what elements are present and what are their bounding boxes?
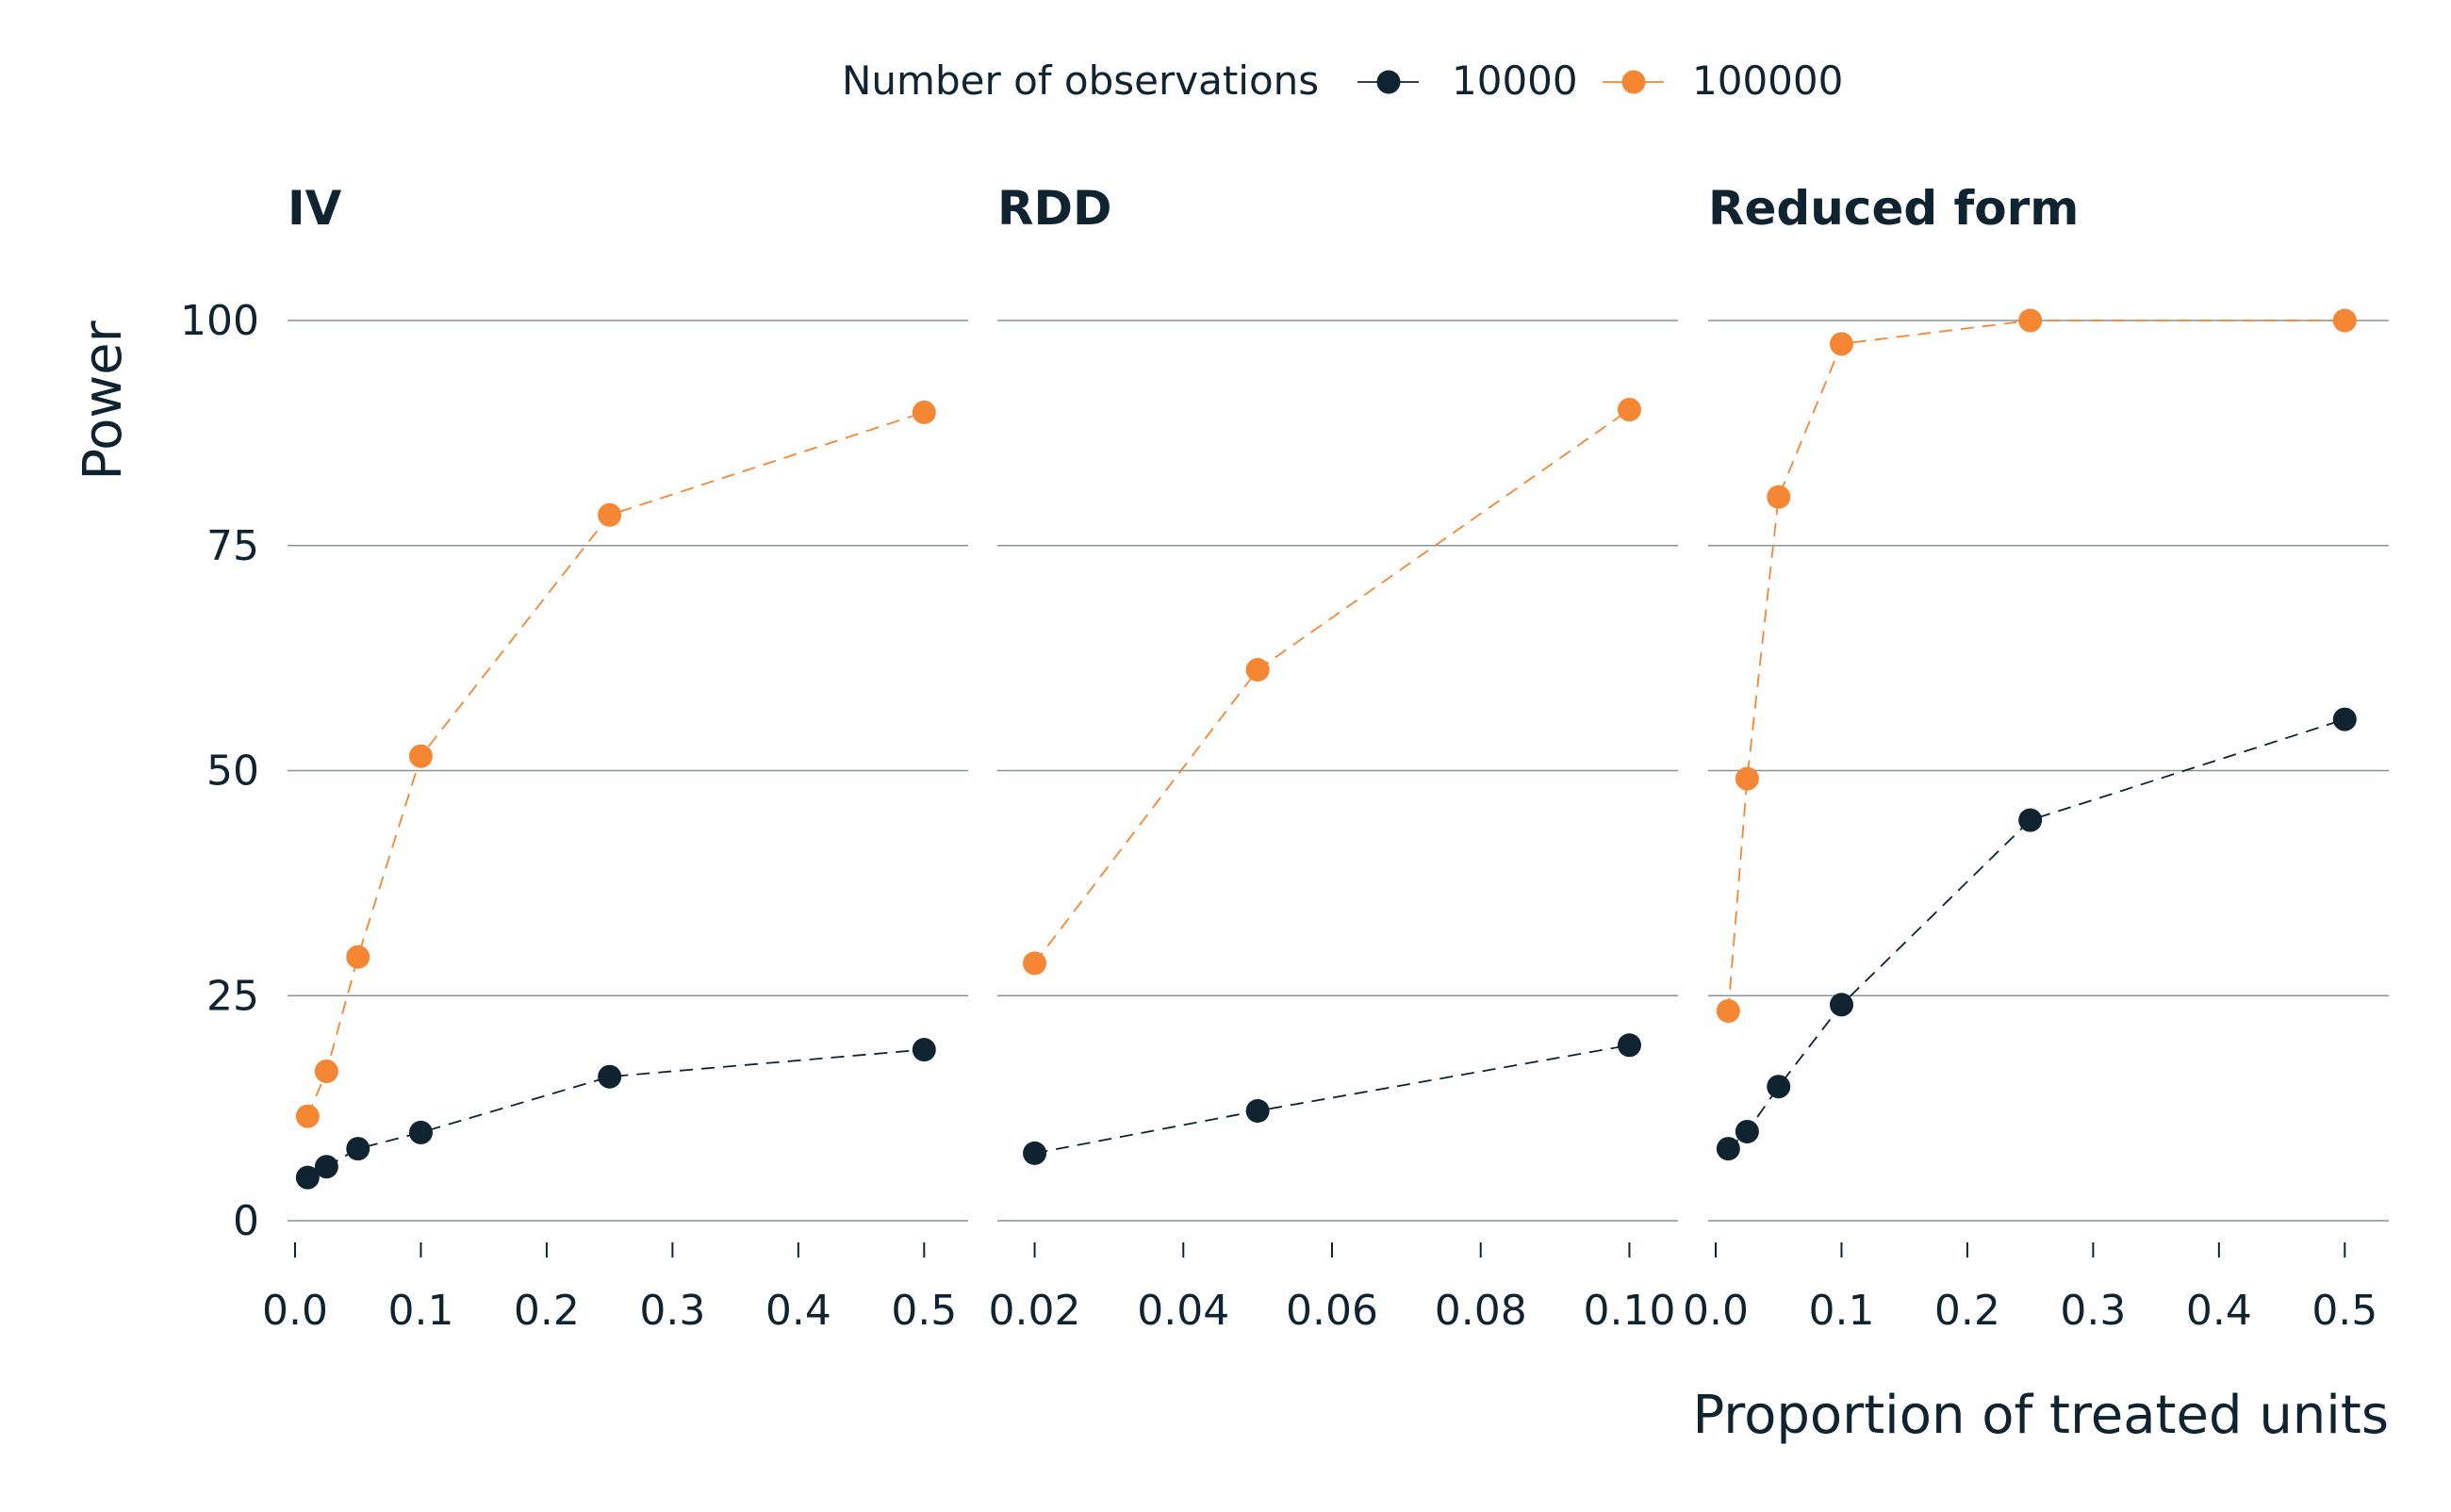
data-point-100000 [408, 744, 433, 768]
x-tick-label: 0.1 [387, 1287, 453, 1335]
y-tick-label: 50 [206, 748, 259, 796]
x-tick-label: 0.2 [514, 1287, 580, 1335]
x-tick-label: 0.4 [765, 1287, 831, 1335]
data-point-10000 [1829, 993, 1853, 1017]
data-point-100000 [2332, 308, 2357, 333]
y-tick-label: 25 [206, 972, 259, 1020]
data-point-100000 [598, 502, 622, 527]
data-point-10000 [2018, 808, 2043, 832]
legend-title: Number of observations [842, 58, 1319, 104]
data-point-10000 [295, 1165, 320, 1190]
data-point-10000 [1735, 1119, 1759, 1143]
series-line-10000 [306, 1048, 925, 1178]
y-tick-label: 100 [180, 297, 259, 345]
panel-title-reduced-form: Reduced form [1708, 181, 2079, 236]
data-point-100000 [2018, 308, 2043, 333]
x-tick-label: 0.5 [2311, 1287, 2377, 1335]
x-tick-label: 0.08 [1435, 1287, 1527, 1335]
data-point-100000 [346, 945, 370, 969]
data-point-10000 [912, 1038, 936, 1062]
panel-title-iv: IV [288, 181, 342, 236]
data-point-10000 [598, 1064, 622, 1089]
data-point-100000 [1617, 398, 1641, 422]
data-point-10000 [1245, 1098, 1270, 1123]
x-tick-label: 0.1 [1808, 1287, 1874, 1335]
data-point-10000 [1023, 1141, 1047, 1165]
data-point-100000 [1023, 951, 1047, 976]
data-point-10000 [2332, 707, 2357, 731]
x-tick-label: 0.0 [1683, 1287, 1749, 1335]
data-point-10000 [346, 1137, 370, 1161]
x-tick-label: 0.04 [1137, 1287, 1229, 1335]
x-tick-label: 0.3 [639, 1287, 705, 1335]
panel-title-rdd: RDD [997, 181, 1112, 236]
x-tick-label: 0.4 [2186, 1287, 2252, 1335]
x-tick-label: 0.2 [1934, 1287, 2000, 1335]
x-tick-label: 0.0 [262, 1287, 328, 1335]
x-tick-label: 0.10 [1583, 1287, 1675, 1335]
x-tick-label: 0.3 [2060, 1287, 2126, 1335]
data-point-100000 [314, 1059, 338, 1083]
y-axis-title: Power [73, 320, 134, 480]
data-point-10000 [1716, 1137, 1740, 1161]
data-point-100000 [1767, 485, 1791, 509]
x-axis-title: Proportion of treated units [1693, 1385, 2389, 1446]
x-tick-label: 0.06 [1286, 1287, 1378, 1335]
series-line-100000 [306, 411, 925, 1117]
data-point-100000 [295, 1104, 320, 1128]
data-point-100000 [1245, 658, 1270, 682]
legend-entry: 10000 [1452, 58, 1578, 104]
series-line-100000 [1727, 320, 2345, 1011]
data-point-10000 [1617, 1033, 1641, 1058]
series-line-10000 [1727, 718, 2345, 1150]
data-point-100000 [912, 400, 936, 424]
y-tick-label: 75 [206, 522, 259, 570]
x-tick-label: 0.02 [989, 1287, 1081, 1335]
data-point-10000 [1767, 1075, 1791, 1099]
legend-key-marker [1621, 70, 1646, 94]
legend-key-marker [1376, 70, 1401, 94]
data-point-100000 [1829, 332, 1853, 356]
data-point-100000 [1735, 766, 1759, 791]
data-point-10000 [314, 1155, 338, 1179]
y-tick-label: 0 [233, 1197, 259, 1245]
data-point-10000 [408, 1120, 433, 1144]
series-line-10000 [1034, 1044, 1630, 1155]
series-line-100000 [1033, 408, 1631, 964]
legend-entry: 100000 [1692, 58, 1843, 104]
data-point-100000 [1716, 998, 1740, 1023]
x-tick-label: 0.5 [891, 1287, 957, 1335]
